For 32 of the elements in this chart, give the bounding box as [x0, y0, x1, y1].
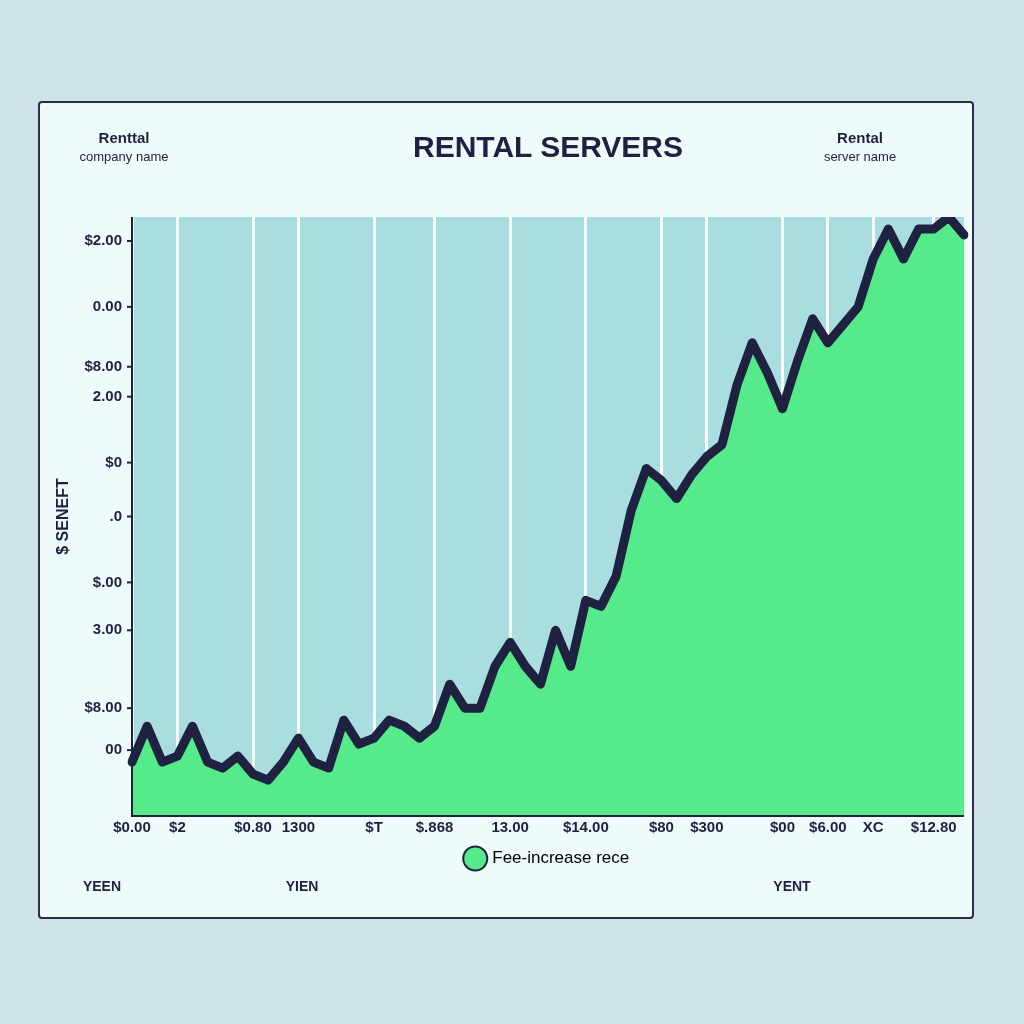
x-tick-label: $300 — [690, 818, 724, 836]
text: Rental server name — [823, 129, 897, 164]
text: $8.00 — [84, 698, 122, 716]
text: Renttal company name — [79, 129, 169, 164]
x-tick-label: $2 — [169, 818, 186, 836]
text: $.00 — [92, 572, 122, 590]
x-tick-label: $0.00 — [113, 818, 151, 836]
text: 0.00 — [92, 296, 122, 314]
x-tick-label: XC — [862, 818, 884, 836]
x-tick-label: 13.00 — [491, 818, 529, 836]
legend-label: Fee-increase rece — [492, 848, 630, 868]
text: $8.00 — [84, 356, 122, 374]
chart-title: RENTAL SERVERS — [412, 130, 684, 164]
x-tick-label: $6.00 — [809, 818, 847, 836]
text: YEEN — [82, 877, 122, 894]
x-tick-label: $0.80 — [234, 818, 272, 836]
x-tick-label: $.868 — [415, 818, 454, 836]
x-tick-label: 1300 — [281, 818, 316, 836]
text: YIEN — [285, 877, 319, 894]
text: 00 — [105, 740, 122, 758]
x-tick-label: $00 — [769, 818, 795, 836]
text: 3.00 — [92, 620, 122, 638]
text: $2.00 — [84, 231, 122, 249]
text: .0 — [109, 506, 122, 524]
x-tick-label: $14.00 — [562, 818, 609, 836]
text: $0 — [105, 452, 122, 470]
y-axis-title: $ SENEFT — [54, 478, 72, 555]
x-tick-label: $80 — [648, 818, 674, 836]
x-tick-label: $12.80 — [910, 818, 957, 836]
x-tick-label: $T — [365, 818, 383, 836]
text: YENT — [773, 877, 812, 894]
text: 2.00 — [92, 386, 122, 404]
